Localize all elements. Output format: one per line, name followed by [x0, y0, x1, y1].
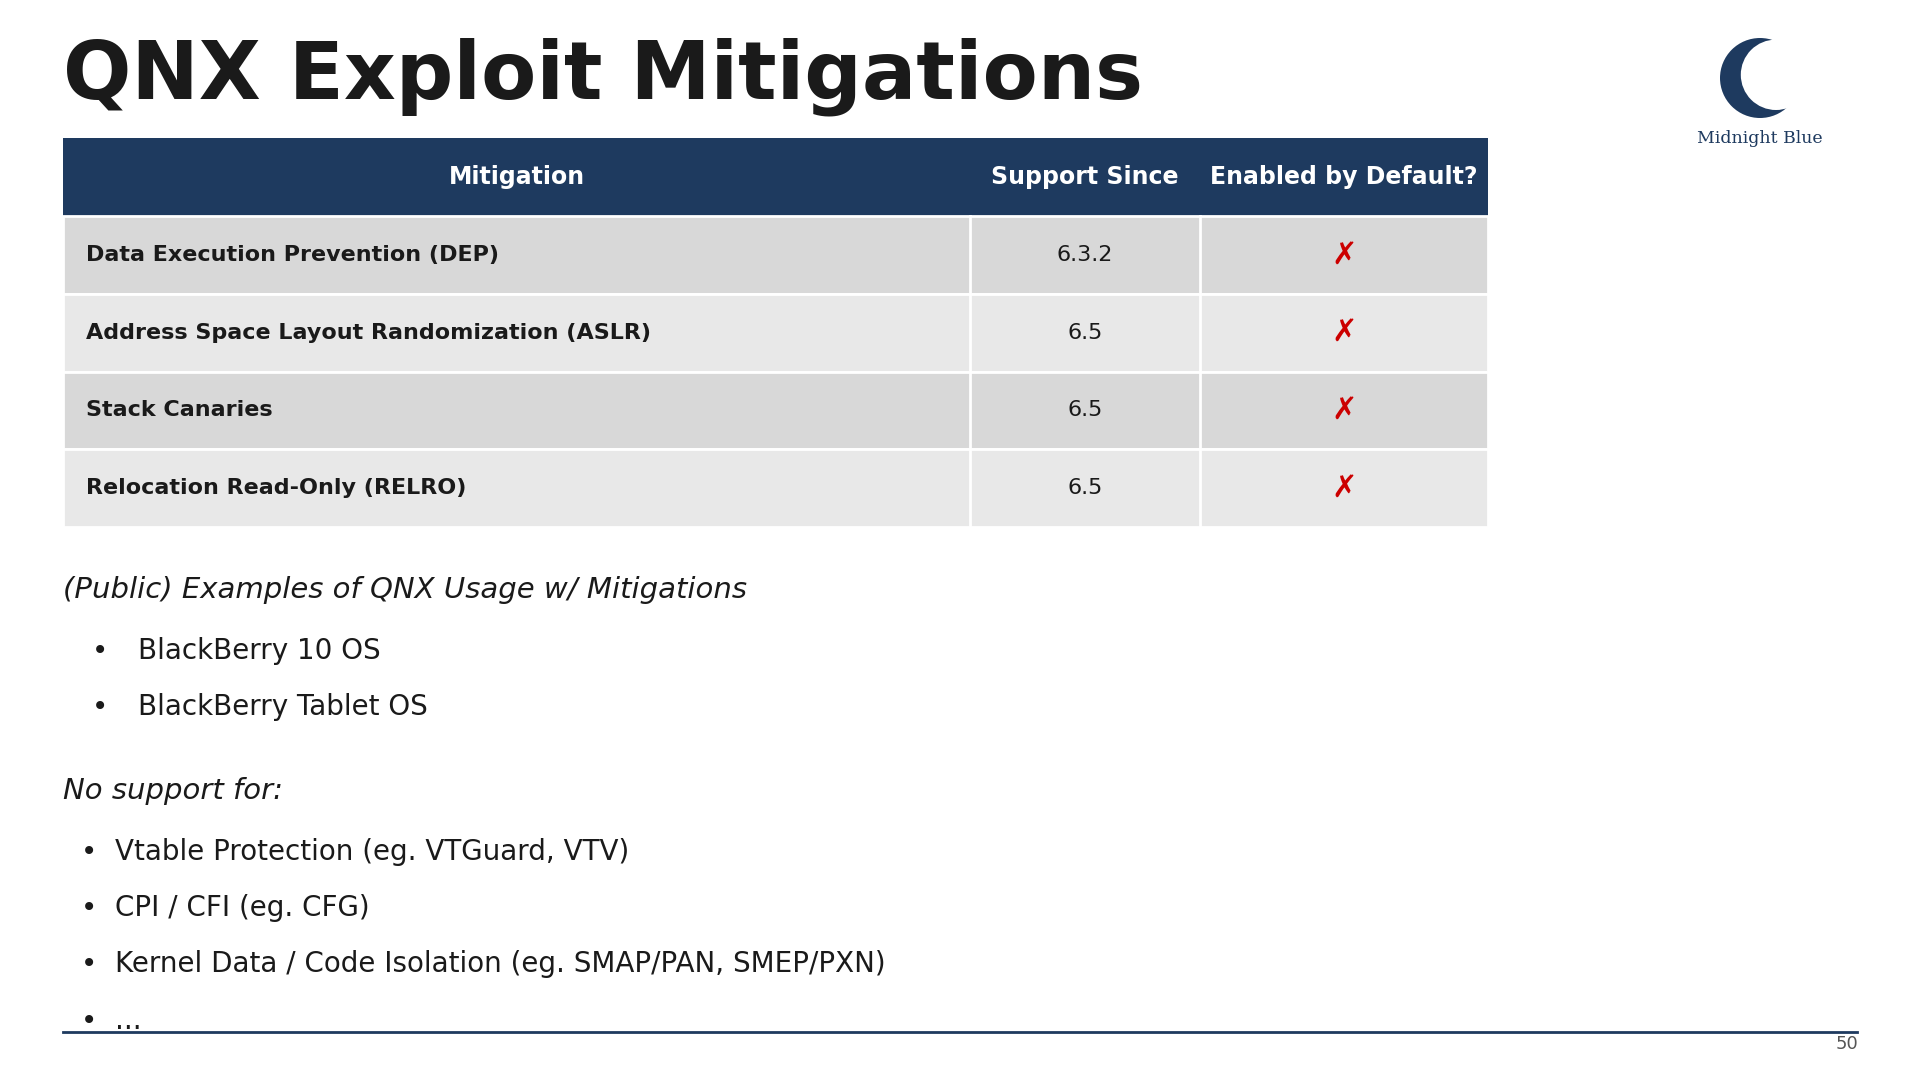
Text: Enabled by Default?: Enabled by Default? — [1210, 165, 1478, 189]
Bar — [63, 372, 1488, 449]
Text: •: • — [81, 838, 96, 866]
Bar — [63, 138, 1488, 216]
Bar — [63, 294, 1488, 372]
Text: ✗: ✗ — [1331, 319, 1357, 347]
Text: CPI / CFI (eg. CFG): CPI / CFI (eg. CFG) — [115, 894, 371, 922]
Text: •: • — [81, 894, 96, 922]
Text: (Public) Examples of QNX Usage w/ Mitigations: (Public) Examples of QNX Usage w/ Mitiga… — [63, 576, 747, 604]
Text: ✗: ✗ — [1331, 474, 1357, 502]
Text: •: • — [81, 1007, 96, 1035]
Text: Address Space Layout Randomization (ASLR): Address Space Layout Randomization (ASLR… — [86, 323, 651, 342]
Text: 6.5: 6.5 — [1068, 323, 1102, 342]
Text: Data Execution Prevention (DEP): Data Execution Prevention (DEP) — [86, 245, 499, 265]
Text: Kernel Data / Code Isolation (eg. SMAP/PAN, SMEP/PXN): Kernel Data / Code Isolation (eg. SMAP/P… — [115, 950, 885, 978]
Text: ...: ... — [115, 1007, 142, 1035]
Text: No support for:: No support for: — [63, 777, 284, 805]
Text: Stack Canaries: Stack Canaries — [86, 401, 273, 420]
Text: •: • — [92, 637, 108, 665]
Text: 6.5: 6.5 — [1068, 401, 1102, 420]
Text: Vtable Protection (eg. VTGuard, VTV): Vtable Protection (eg. VTGuard, VTV) — [115, 838, 630, 866]
Text: Support Since: Support Since — [991, 165, 1179, 189]
Text: BlackBerry Tablet OS: BlackBerry Tablet OS — [138, 693, 428, 721]
Text: 50: 50 — [1836, 1035, 1859, 1053]
Text: Mitigation: Mitigation — [449, 165, 584, 189]
Text: •: • — [92, 693, 108, 721]
Bar — [63, 449, 1488, 527]
Bar — [63, 216, 1488, 294]
Text: Midnight Blue: Midnight Blue — [1697, 130, 1822, 147]
Text: QNX Exploit Mitigations: QNX Exploit Mitigations — [63, 38, 1144, 117]
Text: 6.5: 6.5 — [1068, 478, 1102, 498]
Text: ✗: ✗ — [1331, 396, 1357, 424]
Text: •: • — [81, 950, 96, 978]
Text: 6.3.2: 6.3.2 — [1056, 245, 1114, 265]
Text: ✗: ✗ — [1331, 241, 1357, 269]
Text: BlackBerry 10 OS: BlackBerry 10 OS — [138, 637, 380, 665]
Text: Relocation Read-Only (RELRO): Relocation Read-Only (RELRO) — [86, 478, 467, 498]
